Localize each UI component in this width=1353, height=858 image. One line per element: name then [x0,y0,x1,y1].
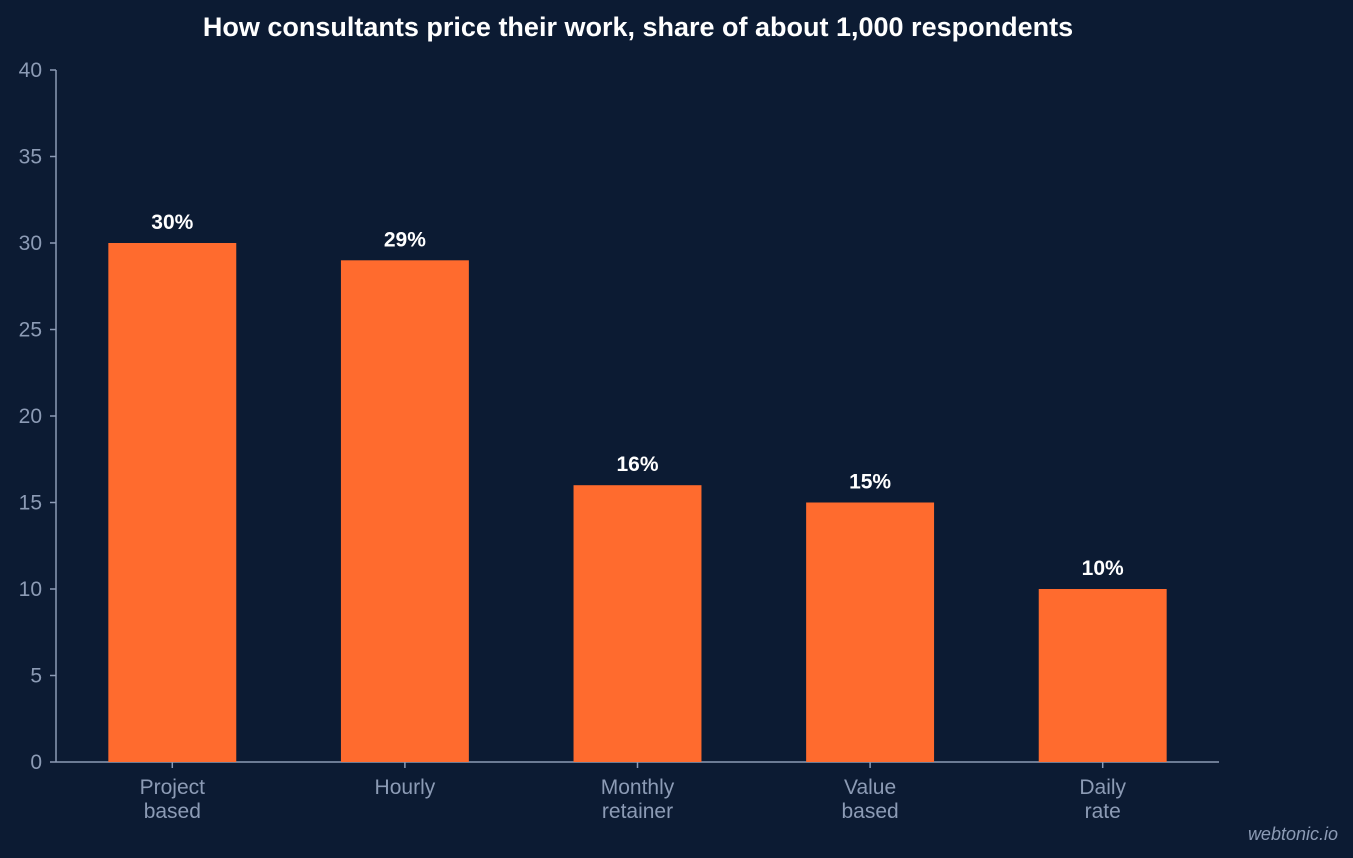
x-axis [56,761,1219,768]
data-label-1: 29% [384,228,426,251]
y-tick-label-40: 40 [19,59,42,82]
category-label-line: Hourly [375,776,436,799]
y-tick-label-10: 10 [19,578,42,601]
data-labels: 30% 29% 16% 15% 10% [151,211,1124,580]
category-label-3: Value based [841,776,898,823]
bar-series [108,243,1167,762]
category-label-line: based [841,800,898,823]
category-label-line: Project [140,776,206,799]
y-tick-label-15: 15 [19,492,42,515]
y-tick-label-0: 0 [30,751,42,774]
data-label-3: 15% [849,471,891,494]
bar-3 [806,502,935,762]
y-tick-label-30: 30 [19,232,42,255]
category-label-line: Monthly [601,776,675,799]
category-label-line: based [144,800,201,823]
category-label-line: Value [844,776,896,799]
category-label-line: rate [1085,800,1121,823]
y-tick-label-5: 5 [30,665,42,688]
bar-2 [573,485,702,762]
y-tick-label-35: 35 [19,146,42,169]
category-label-2: Monthly retainer [601,776,675,823]
bar-1 [340,260,469,762]
data-label-2: 16% [616,453,658,476]
data-label-4: 10% [1082,557,1124,580]
chart-title: How consultants price their work, share … [203,12,1073,42]
bar-0 [108,243,237,762]
y-tick-label-25: 25 [19,319,42,342]
y-axis: 0 5 10 15 20 25 30 35 40 [19,59,57,774]
category-label-4: Daily rate [1079,776,1126,823]
y-tick-label-20: 20 [19,405,42,428]
category-label-line: Daily [1079,776,1126,799]
category-label-line: retainer [602,800,673,823]
category-label-1: Hourly [375,776,436,799]
category-label-0: Project based [140,776,206,823]
bar-4 [1038,589,1167,762]
credit-text: webtonic.io [1248,824,1338,844]
data-label-0: 30% [151,211,193,234]
